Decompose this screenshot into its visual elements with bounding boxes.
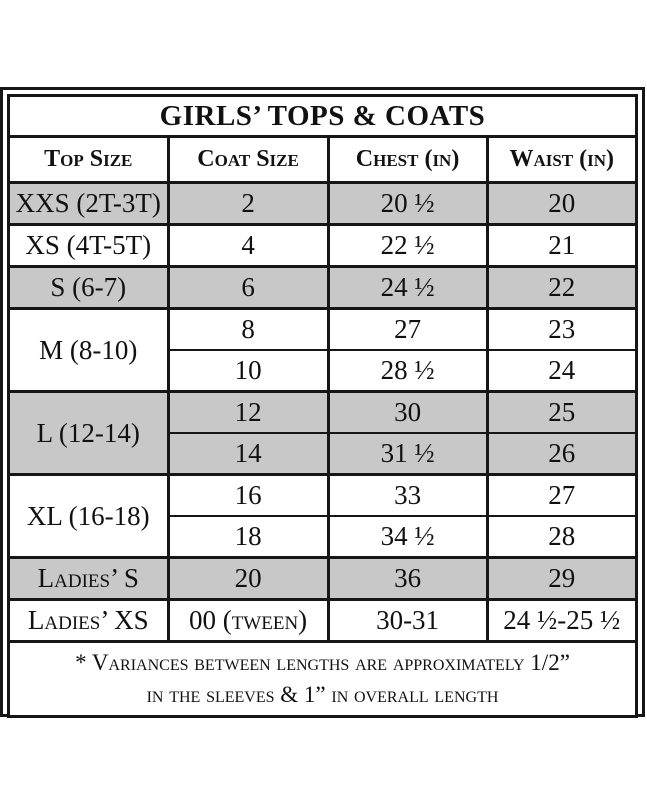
cell-top-size: XS (4T-5T) <box>7 223 170 268</box>
cell-chest: 36 <box>326 556 489 601</box>
cell-coat-size: 00 (tween) <box>166 598 330 643</box>
cell-top-size: XL (16-18) <box>7 473 170 559</box>
cell-coat-size: 16 <box>166 473 330 517</box>
column-header-chest: Chest (in) <box>326 135 489 184</box>
cell-coat-size: 20 <box>166 556 330 601</box>
cell-waist: 20 <box>485 181 638 226</box>
size-chart-frame: GIRLS’ TOPS & COATS Top Size Coat Size C… <box>0 87 645 718</box>
cell-coat-size: 14 <box>166 432 330 476</box>
table-row-xxs: XXS (2T-3T) 2 20 ½ 20 <box>7 181 638 226</box>
cell-chest: 20 ½ <box>326 181 489 226</box>
header-row: Top Size Coat Size Chest (in) Waist (in) <box>7 135 638 184</box>
cell-chest: 33 <box>326 473 489 517</box>
cell-coat-size: 2 <box>166 181 330 226</box>
cell-coat-size: 4 <box>166 223 330 268</box>
cell-waist: 25 <box>485 390 638 434</box>
size-chart-table: GIRLS’ TOPS & COATS Top Size Coat Size C… <box>7 94 638 718</box>
table-row-s: S (6-7) 6 24 ½ 22 <box>7 265 638 310</box>
cell-chest: 30 <box>326 390 489 434</box>
cell-coat-size: 8 <box>166 307 330 351</box>
cell-top-size: M (8-10) <box>7 307 170 393</box>
table-row-xl-1: XL (16-18) 16 33 27 <box>7 473 638 559</box>
cell-chest: 22 ½ <box>326 223 489 268</box>
cell-top-size: Ladies’ S <box>7 556 170 601</box>
column-header-top-size: Top Size <box>7 135 170 184</box>
cell-coat-size: 12 <box>166 390 330 434</box>
cell-chest: 24 ½ <box>326 265 489 310</box>
column-header-waist: Waist (in) <box>485 135 638 184</box>
cell-waist: 23 <box>485 307 638 351</box>
cell-chest: 28 ½ <box>326 349 489 393</box>
column-header-coat-size: Coat Size <box>166 135 330 184</box>
cell-top-size: XXS (2T-3T) <box>7 181 170 226</box>
cell-chest: 27 <box>326 307 489 351</box>
cell-coat-size: 10 <box>166 349 330 393</box>
table-row-l-1: L (12-14) 12 30 25 <box>7 390 638 476</box>
table-row-ladies-s: Ladies’ S 20 36 29 <box>7 556 638 601</box>
cell-waist: 26 <box>485 432 638 476</box>
cell-top-size: S (6-7) <box>7 265 170 310</box>
footnote-line-1: * Variances between lengths are approxim… <box>75 650 570 675</box>
footnote-line-2: in the sleeves & 1” in overall length <box>146 682 499 707</box>
table-row-xl-2: 18 34 ½ 28 <box>9 515 638 559</box>
cell-waist: 22 <box>485 265 638 310</box>
cell-waist: 28 <box>485 515 638 559</box>
cell-waist: 21 <box>485 223 638 268</box>
chart-title: GIRLS’ TOPS & COATS <box>7 94 638 138</box>
table-row-l-2: 14 31 ½ 26 <box>9 432 638 476</box>
cell-waist: 24 <box>485 349 638 393</box>
table-row-xs: XS (4T-5T) 4 22 ½ 21 <box>7 223 638 268</box>
cell-waist: 29 <box>485 556 638 601</box>
cell-waist: 24 ½-25 ½ <box>485 598 638 643</box>
footnote-row: * Variances between lengths are approxim… <box>7 640 638 718</box>
cell-top-size: Ladies’ XS <box>7 598 170 643</box>
table-row-m-1: M (8-10) 8 27 23 <box>7 307 638 393</box>
cell-chest: 34 ½ <box>326 515 489 559</box>
cell-waist: 27 <box>485 473 638 517</box>
title-row: GIRLS’ TOPS & COATS <box>7 94 638 138</box>
table-row-m-2: 10 28 ½ 24 <box>9 349 638 393</box>
cell-top-size: L (12-14) <box>7 390 170 476</box>
table-row-ladies-xs: Ladies’ XS 00 (tween) 30-31 24 ½-25 ½ <box>7 598 638 643</box>
footnote: * Variances between lengths are approxim… <box>7 640 638 718</box>
cell-chest: 30-31 <box>326 598 489 643</box>
cell-coat-size: 6 <box>166 265 330 310</box>
cell-chest: 31 ½ <box>326 432 489 476</box>
cell-coat-size: 18 <box>166 515 330 559</box>
